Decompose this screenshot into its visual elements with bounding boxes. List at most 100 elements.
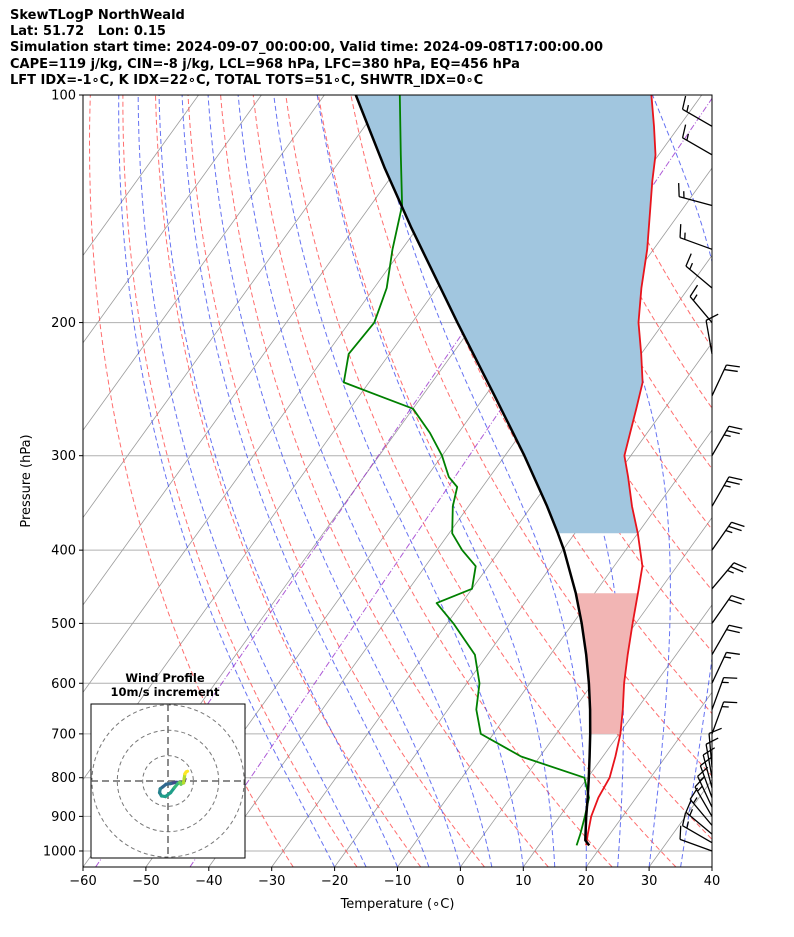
x-tick-label: −40 — [195, 874, 222, 889]
barb-shaft — [689, 296, 713, 323]
wind-barb — [702, 747, 716, 788]
hodograph-segment — [184, 769, 190, 774]
barb-shaft — [685, 265, 713, 289]
isotherm — [83, 95, 451, 606]
barb-shaft — [711, 521, 733, 551]
moist-adiabat — [316, 95, 556, 867]
dry-adiabat — [383, 95, 712, 715]
y-tick-label: 400 — [51, 544, 76, 559]
barb-feather — [731, 521, 745, 528]
barb-feather — [731, 594, 745, 601]
barb-half-feather — [697, 785, 703, 792]
barb-feather — [726, 480, 740, 485]
isotherm — [83, 95, 199, 257]
isotherm — [460, 516, 712, 867]
barb-half-feather — [723, 484, 731, 488]
wind-barb — [711, 651, 740, 684]
barb-shaft — [705, 744, 713, 778]
wind-barb — [711, 701, 738, 735]
barb-shaft — [689, 798, 713, 826]
chart-header: SkewTLogP NorthWeald Lat: 51.72 Lon: 0.1… — [10, 8, 603, 89]
time-line: Simulation start time: 2024-09-07_00:00:… — [10, 40, 603, 56]
barb-shaft — [699, 765, 713, 798]
moist-adiabat — [237, 95, 493, 867]
isotherm — [648, 778, 712, 867]
wind-barb — [711, 521, 745, 551]
inset-subtitle: 10m/s increment — [111, 685, 220, 699]
barb-shaft — [705, 320, 713, 354]
barb-feather — [726, 628, 740, 634]
wind-barb — [699, 756, 713, 798]
isotherm — [83, 95, 262, 344]
barb-shaft — [711, 562, 735, 590]
x-tick-label: −30 — [258, 874, 285, 889]
isotherm — [585, 691, 712, 867]
y-tick-label: 1000 — [43, 844, 76, 859]
y-tick-label: 800 — [51, 771, 76, 786]
barb-shaft — [711, 701, 725, 735]
cin-area — [575, 593, 638, 734]
x-tick-label: −10 — [384, 874, 411, 889]
profile-lines — [342, 95, 657, 847]
moist-adiabat — [181, 95, 430, 867]
barb-feather — [723, 701, 738, 704]
barb-shaft — [682, 108, 713, 127]
barb-feather — [679, 224, 682, 238]
barb-feather — [702, 747, 716, 756]
wind-barb — [679, 224, 713, 250]
barb-feather — [726, 429, 740, 435]
wind-barb — [689, 284, 713, 323]
cape-line: CAPE=119 j/kg, CIN=-8 j/kg, LCL=968 hPa,… — [10, 56, 520, 72]
wind-barb — [711, 562, 747, 590]
barb-feather — [728, 599, 742, 605]
barb-feather — [699, 756, 712, 767]
y-tick-label: 700 — [51, 727, 76, 742]
barb-feather — [681, 95, 687, 110]
barb-feather — [728, 525, 742, 532]
barb-half-feather — [727, 569, 734, 574]
barb-feather — [723, 676, 738, 679]
barb-half-feather — [686, 821, 690, 829]
x-tick-label: 30 — [641, 874, 658, 889]
barb-shaft — [711, 364, 727, 397]
barb-shaft — [702, 754, 713, 788]
x-tick-label: −60 — [69, 874, 96, 889]
y-tick-label: 200 — [51, 316, 76, 331]
barb-shaft — [711, 595, 733, 624]
barb-feather — [708, 727, 722, 735]
y-tick-label: 900 — [51, 810, 76, 825]
barb-shaft — [685, 811, 713, 835]
barb-half-feather — [686, 105, 690, 112]
barb-shaft — [711, 425, 730, 457]
moist-adiabat — [118, 95, 336, 867]
barb-feather — [726, 651, 740, 655]
barb-shaft — [711, 624, 730, 656]
barb-half-feather — [725, 529, 733, 534]
barb-feather — [724, 368, 738, 373]
temperature-line — [585, 95, 657, 846]
barb-half-feather — [689, 808, 694, 816]
barb-shaft — [711, 677, 725, 710]
barb-feather — [689, 284, 699, 297]
barb-feather — [681, 812, 687, 826]
barb-half-feather — [723, 434, 731, 438]
y-tick-label: 300 — [51, 449, 76, 464]
barb-feather — [679, 825, 682, 840]
dry-adiabat — [220, 95, 549, 867]
wind-barbs — [678, 95, 747, 852]
barb-half-feather — [724, 656, 732, 659]
barb-half-feather — [689, 262, 694, 270]
barb-feather — [730, 566, 744, 573]
isotherm — [208, 167, 712, 867]
y-tick-label: 100 — [51, 89, 76, 104]
barb-half-feather — [692, 294, 698, 301]
dry-adiabat — [545, 95, 712, 410]
dry-adiabat — [513, 95, 712, 470]
y-tick-label: 600 — [51, 677, 76, 692]
barb-shaft — [711, 652, 727, 684]
wind-barb — [711, 624, 743, 656]
barb-shaft — [694, 786, 713, 817]
y-axis-label: Pressure (hPa) — [19, 434, 34, 527]
x-axis-label: Temperature (∘C) — [340, 897, 455, 912]
isotherm — [711, 866, 712, 867]
